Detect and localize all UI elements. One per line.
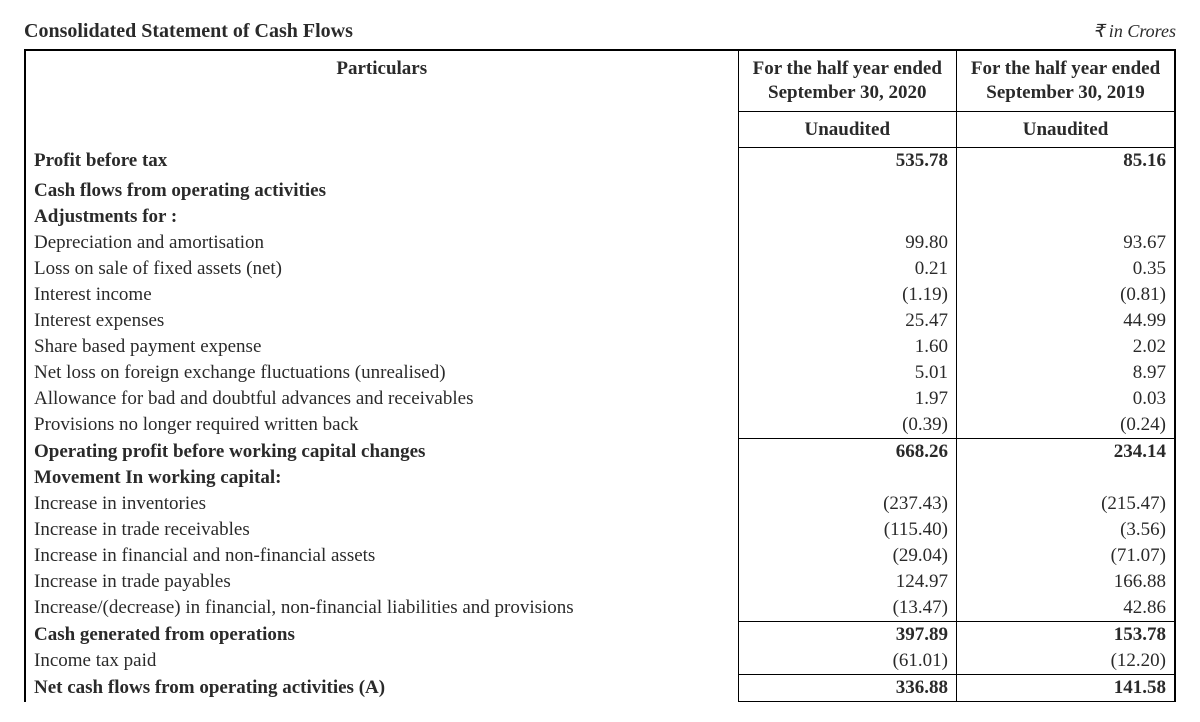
- row-label: Operating profit before working capital …: [25, 439, 738, 466]
- table-row: Net loss on foreign exchange fluctuation…: [25, 360, 1175, 386]
- col-header-line: September 30, 2019: [986, 82, 1145, 103]
- table-row: Increase in inventories(237.43)(215.47): [25, 491, 1175, 517]
- row-label: Increase/(decrease) in financial, non-fi…: [25, 595, 738, 622]
- table-row: Cash flows from operating activities: [25, 178, 1175, 204]
- col-header-line: For the half year ended: [753, 58, 942, 79]
- row-value-2019: 93.67: [957, 230, 1176, 256]
- col-header-period-2020: For the half year ended September 30, 20…: [738, 50, 957, 111]
- table-row: Increase in financial and non-financial …: [25, 543, 1175, 569]
- row-value-2019: 234.14: [957, 439, 1176, 466]
- row-value-2020: (0.39): [738, 412, 957, 439]
- row-value-2019: [957, 204, 1176, 230]
- row-value-2019: (215.47): [957, 491, 1176, 517]
- table-body: Profit before tax535.7885.16 Cash flows …: [25, 148, 1175, 702]
- table-row: Share based payment expense1.602.02: [25, 334, 1175, 360]
- col-header-line: For the half year ended: [971, 58, 1160, 79]
- col-subheader-audit: Unaudited: [738, 111, 957, 148]
- row-value-2019: 44.99: [957, 308, 1176, 334]
- row-value-2020: 336.88: [738, 675, 957, 702]
- table-row: Operating profit before working capital …: [25, 439, 1175, 466]
- row-value-2020: 25.47: [738, 308, 957, 334]
- row-value-2020: 0.21: [738, 256, 957, 282]
- row-label: Increase in financial and non-financial …: [25, 543, 738, 569]
- row-value-2019: 42.86: [957, 595, 1176, 622]
- row-label: Net loss on foreign exchange fluctuation…: [25, 360, 738, 386]
- row-label: Share based payment expense: [25, 334, 738, 360]
- row-value-2019: (0.24): [957, 412, 1176, 439]
- row-value-2020: [738, 204, 957, 230]
- title-row: Consolidated Statement of Cash Flows ₹ i…: [24, 20, 1176, 43]
- row-value-2020: (115.40): [738, 517, 957, 543]
- table-row: Loss on sale of fixed assets (net)0.210.…: [25, 256, 1175, 282]
- row-label: Increase in inventories: [25, 491, 738, 517]
- row-value-2019: 153.78: [957, 622, 1176, 649]
- row-value-2020: (61.01): [738, 648, 957, 675]
- row-value-2020: (237.43): [738, 491, 957, 517]
- table-row: Provisions no longer required written ba…: [25, 412, 1175, 439]
- table-row: Income tax paid(61.01)(12.20): [25, 648, 1175, 675]
- row-value-2020: 124.97: [738, 569, 957, 595]
- row-label: Movement In working capital:: [25, 465, 738, 491]
- row-value-2019: [957, 178, 1176, 204]
- row-value-2019: 2.02: [957, 334, 1176, 360]
- row-label: Profit before tax: [25, 148, 738, 175]
- row-value-2020: [738, 465, 957, 491]
- row-value-2020: (13.47): [738, 595, 957, 622]
- row-label: Income tax paid: [25, 648, 738, 675]
- row-label: Cash generated from operations: [25, 622, 738, 649]
- cash-flow-table: Particulars For the half year ended Sept…: [24, 49, 1176, 702]
- row-value-2020: (29.04): [738, 543, 957, 569]
- row-value-2019: (3.56): [957, 517, 1176, 543]
- row-value-2019: (0.81): [957, 282, 1176, 308]
- table-row: Interest expenses25.4744.99: [25, 308, 1175, 334]
- row-value-2019: 0.35: [957, 256, 1176, 282]
- row-value-2019: 0.03: [957, 386, 1176, 412]
- table-row: Net cash flows from operating activities…: [25, 675, 1175, 702]
- statement-title: Consolidated Statement of Cash Flows: [24, 20, 353, 43]
- row-value-2019: 8.97: [957, 360, 1176, 386]
- row-label: Increase in trade payables: [25, 569, 738, 595]
- table-row: Movement In working capital:: [25, 465, 1175, 491]
- row-label: Provisions no longer required written ba…: [25, 412, 738, 439]
- row-label: Adjustments for :: [25, 204, 738, 230]
- row-label: Interest income: [25, 282, 738, 308]
- row-label: Depreciation and amortisation: [25, 230, 738, 256]
- row-value-2019: [957, 465, 1176, 491]
- row-value-2020: 535.78: [738, 148, 957, 175]
- row-value-2020: 5.01: [738, 360, 957, 386]
- table-row: Increase in trade payables124.97166.88: [25, 569, 1175, 595]
- row-label: Cash flows from operating activities: [25, 178, 738, 204]
- row-value-2019: 85.16: [957, 148, 1176, 175]
- row-label: Loss on sale of fixed assets (net): [25, 256, 738, 282]
- col-header-particulars: Particulars: [25, 50, 738, 148]
- row-value-2020: 1.60: [738, 334, 957, 360]
- table-row: Increase/(decrease) in financial, non-fi…: [25, 595, 1175, 622]
- table-row: Adjustments for :: [25, 204, 1175, 230]
- col-header-period-2019: For the half year ended September 30, 20…: [957, 50, 1176, 111]
- col-subheader-audit: Unaudited: [957, 111, 1176, 148]
- row-value-2020: (1.19): [738, 282, 957, 308]
- table-row: Allowance for bad and doubtful advances …: [25, 386, 1175, 412]
- row-value-2020: 397.89: [738, 622, 957, 649]
- row-value-2019: 166.88: [957, 569, 1176, 595]
- row-value-2019: 141.58: [957, 675, 1176, 702]
- row-label: Allowance for bad and doubtful advances …: [25, 386, 738, 412]
- col-header-line: September 30, 2020: [768, 82, 927, 103]
- row-value-2020: 1.97: [738, 386, 957, 412]
- table-row: Depreciation and amortisation99.8093.67: [25, 230, 1175, 256]
- row-label: Increase in trade receivables: [25, 517, 738, 543]
- table-row: Interest income(1.19)(0.81): [25, 282, 1175, 308]
- table-row: Profit before tax535.7885.16: [25, 148, 1175, 175]
- row-value-2019: (71.07): [957, 543, 1176, 569]
- row-value-2020: [738, 178, 957, 204]
- row-value-2020: 99.80: [738, 230, 957, 256]
- table-row: Increase in trade receivables(115.40)(3.…: [25, 517, 1175, 543]
- row-label: Net cash flows from operating activities…: [25, 675, 738, 702]
- currency-note: ₹ in Crores: [1093, 21, 1176, 42]
- row-label: Interest expenses: [25, 308, 738, 334]
- row-value-2019: (12.20): [957, 648, 1176, 675]
- table-row: Cash generated from operations397.89153.…: [25, 622, 1175, 649]
- row-value-2020: 668.26: [738, 439, 957, 466]
